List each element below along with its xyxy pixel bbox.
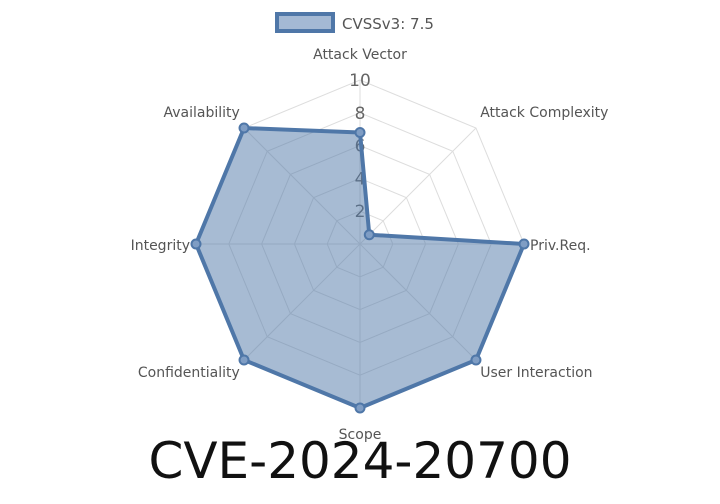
grid-spoke [359, 127, 477, 245]
axis-label: Confidentiality [138, 365, 240, 381]
axis-label: Attack Vector [313, 47, 407, 63]
data-point [354, 126, 366, 138]
axis-label: User Interaction [480, 365, 592, 381]
legend: CVSSv3: 7.5 [275, 12, 434, 33]
axis-label: Scope [339, 427, 382, 443]
radar-series [190, 122, 530, 414]
tick-label: 10 [349, 71, 371, 91]
data-point [354, 402, 366, 414]
series-area [194, 126, 526, 410]
radar-axis-labels: Attack Vector Attack Complexity Priv.Req. U… [131, 47, 609, 443]
legend-swatch [275, 12, 335, 33]
axis-label: Attack Complexity [480, 105, 608, 121]
page-title: CVE-2024-20700 [148, 432, 572, 490]
data-point [470, 354, 482, 366]
data-point [238, 122, 250, 134]
data-point [238, 354, 250, 366]
data-point [363, 229, 375, 241]
legend-label: CVSSv3: 7.5 [342, 15, 434, 33]
data-point [518, 238, 530, 250]
axis-label: Priv.Req. [530, 238, 591, 254]
axis-label: Integrity [131, 238, 190, 254]
tick-label: 8 [355, 104, 366, 124]
axis-label: Availability [163, 105, 239, 121]
data-point [190, 238, 202, 250]
